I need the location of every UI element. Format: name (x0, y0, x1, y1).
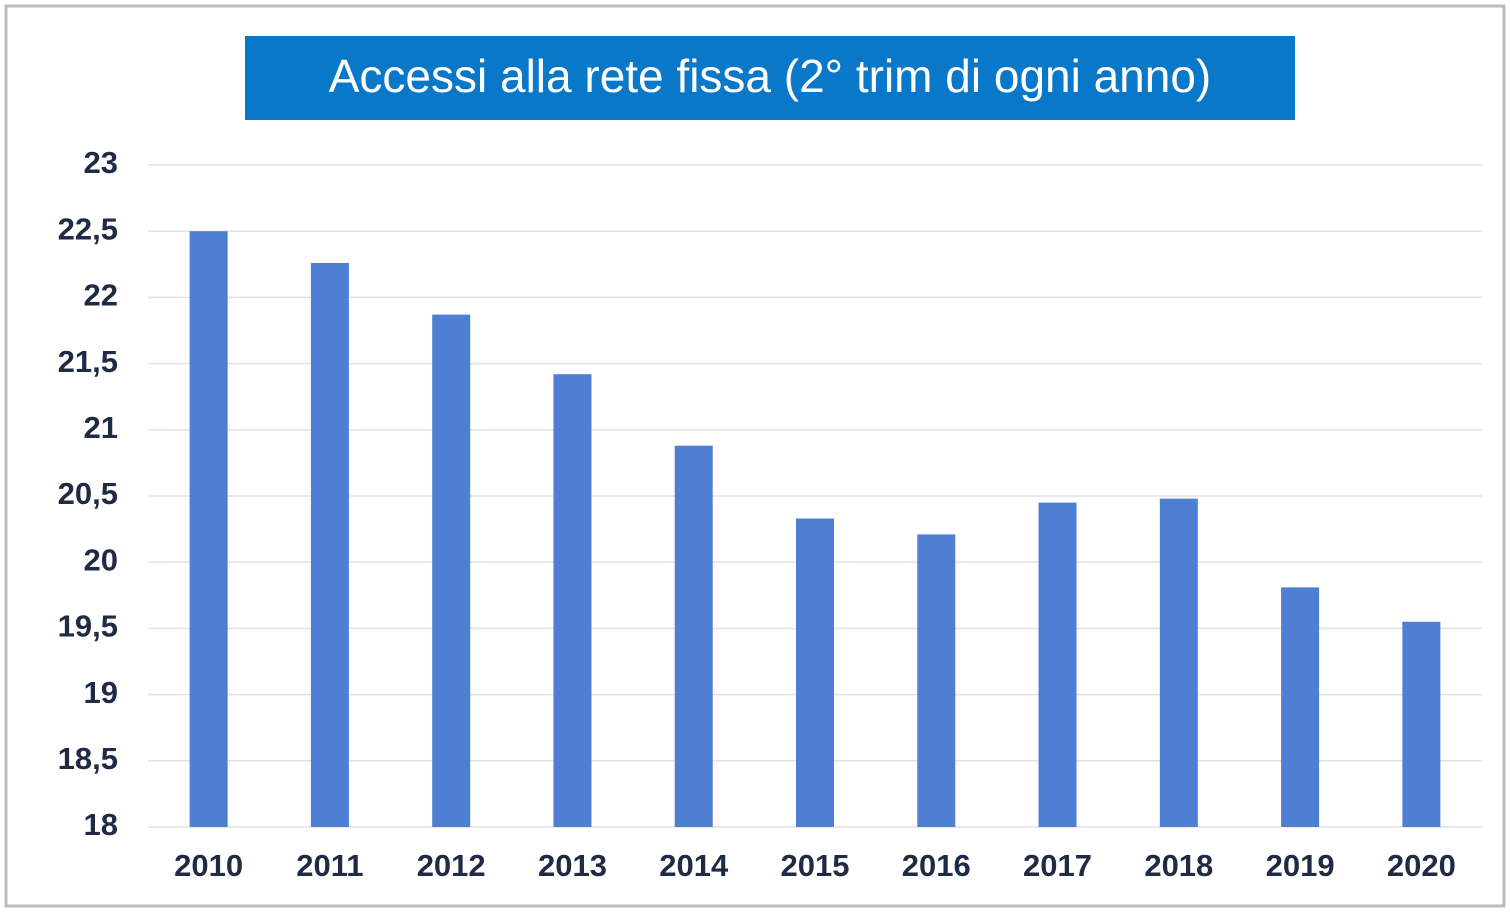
y-tick-label: 20,5 (58, 476, 118, 511)
y-tick-label: 19,5 (58, 609, 118, 644)
x-tick-label: 2010 (174, 848, 243, 883)
x-tick-label: 2013 (538, 848, 607, 883)
y-tick-label: 22,5 (58, 211, 118, 246)
bar (432, 314, 471, 827)
chart-frame (4, 4, 1506, 908)
bar (1402, 621, 1441, 827)
y-tick-label: 18,5 (58, 741, 118, 776)
bar (796, 518, 834, 827)
x-tick-label: 2012 (417, 848, 486, 883)
y-tick-label: 21,5 (58, 344, 118, 379)
x-tick-label: 2019 (1266, 848, 1335, 883)
bar (917, 534, 956, 827)
y-tick-label: 18 (84, 807, 118, 842)
x-tick-label: 2020 (1387, 848, 1456, 883)
y-tick-label: 23 (84, 145, 118, 180)
x-tick-label: 2011 (296, 848, 363, 883)
x-tick-label: 2017 (1023, 848, 1092, 883)
y-tick-label: 20 (84, 542, 118, 577)
bar (674, 445, 713, 827)
bar (189, 231, 228, 827)
bar (1281, 587, 1320, 827)
y-tick-label: 22 (84, 278, 118, 313)
chart-title: Accessi alla rete fissa (2° trim di ogni… (329, 50, 1212, 102)
title-box (245, 36, 1295, 120)
x-tick-label: 2016 (902, 848, 971, 883)
y-tick-label: 19 (84, 675, 118, 710)
bar (310, 262, 349, 827)
x-tick-label: 2018 (1144, 848, 1213, 883)
x-tick-label: 2014 (659, 848, 729, 883)
y-tick-label: 21 (84, 410, 118, 445)
bar (1159, 498, 1198, 827)
bar (1038, 502, 1077, 827)
bar (553, 374, 592, 827)
x-tick-label: 2015 (781, 848, 850, 883)
